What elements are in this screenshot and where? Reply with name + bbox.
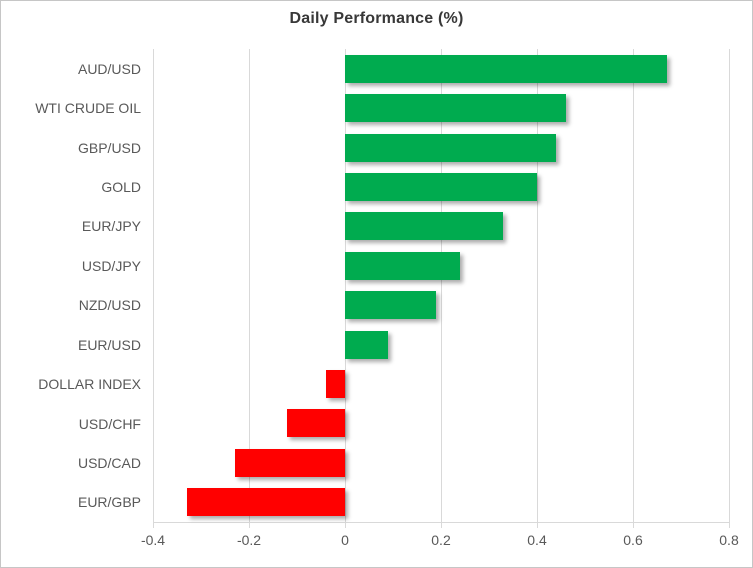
bar-dollar-index	[325, 370, 345, 399]
bar-usd-chf	[287, 409, 345, 438]
chart-title: Daily Performance (%)	[289, 10, 464, 27]
x-tick-label--0.4: -0.4	[140, 532, 166, 548]
bar-gold	[345, 172, 537, 201]
gridline--0.2	[249, 49, 250, 528]
category-label-eur-gbp: EUR/GBP	[77, 494, 141, 511]
category-label-wti-crude-oil: WTI CRUDE OIL	[35, 100, 141, 117]
bar-eur-usd	[345, 330, 389, 359]
category-label-usd-chf: USD/CHF	[78, 415, 141, 432]
gridline-0.2	[441, 49, 442, 528]
bar-eur-jpy	[345, 212, 504, 241]
category-label-gold: GOLD	[101, 178, 141, 195]
gridline--0.4	[153, 49, 154, 528]
category-label-gbp-usd: GBP/USD	[77, 139, 141, 156]
category-label-dollar-index: DOLLAR INDEX	[38, 376, 141, 393]
category-label-eur-jpy: EUR/JPY	[81, 218, 141, 235]
bar-wti-crude-oil	[345, 94, 566, 123]
bar-eur-gbp	[186, 488, 345, 517]
x-tick-label-0.6: 0.6	[623, 532, 643, 548]
bar-usd-cad	[234, 448, 345, 477]
gridline-0.8	[729, 49, 730, 528]
category-label-nzd-usd: NZD/USD	[78, 297, 141, 314]
x-tick-label-0.8: 0.8	[719, 532, 739, 548]
gridline-0	[345, 49, 346, 528]
category-label-usd-cad: USD/CAD	[77, 454, 141, 471]
x-tick-label-0: 0	[341, 532, 349, 548]
category-axis: AUD/USD WTI CRUDE OIL GBP/USD GOLD EUR/JPY US…	[1, 49, 141, 522]
x-tick-label--0.2: -0.2	[236, 532, 262, 548]
x-axis-labels: -0.4 -0.2 0 0.2 0.4 0.6 0.8	[141, 532, 739, 552]
x-tick-label-0.4: 0.4	[527, 532, 547, 548]
bar-usd-jpy	[345, 251, 461, 280]
gridline-0.6	[633, 49, 634, 528]
gridline-0.4	[537, 49, 538, 528]
category-label-aud-usd: AUD/USD	[77, 60, 141, 77]
x-tick-label-0.2: 0.2	[431, 532, 451, 548]
category-label-usd-jpy: USD/JPY	[81, 257, 141, 274]
bar-aud-usd	[345, 54, 667, 83]
category-label-eur-usd: EUR/USD	[77, 336, 141, 353]
bar-nzd-usd	[345, 291, 437, 320]
plot-area	[153, 49, 730, 528]
bar-gbp-usd	[345, 133, 557, 162]
